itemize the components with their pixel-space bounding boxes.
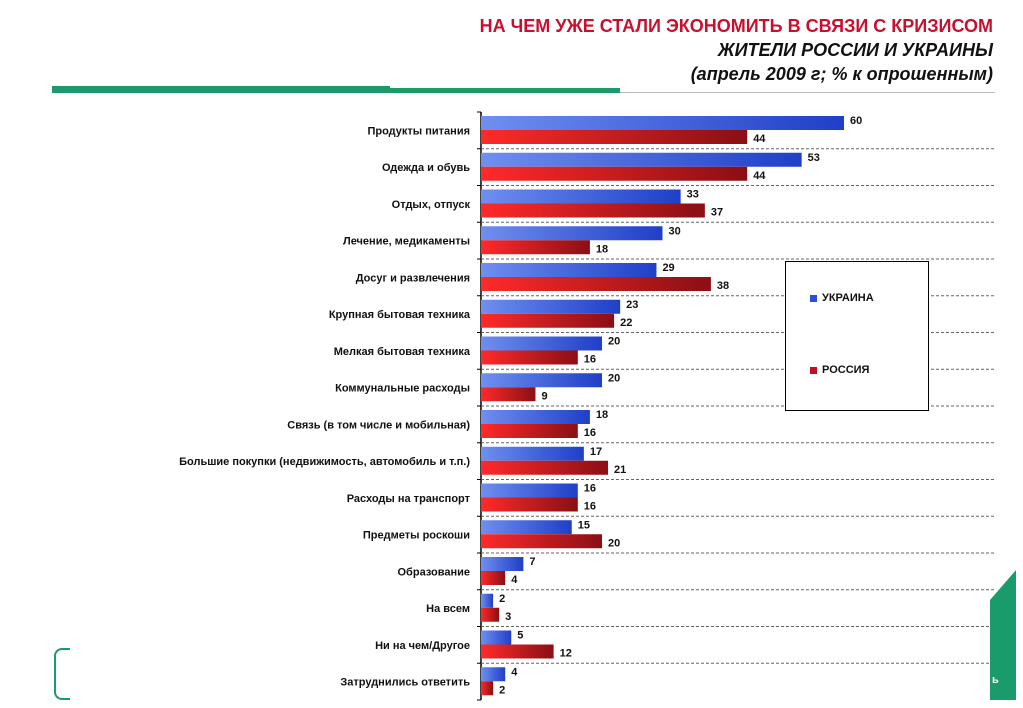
category-label: Отдых, отпуск xyxy=(392,199,471,211)
header-accent-line-thin xyxy=(390,88,620,93)
bar-russia xyxy=(481,534,602,549)
data-label-ukraine: 20 xyxy=(608,336,620,348)
bar-russia xyxy=(481,240,590,255)
data-label-russia: 12 xyxy=(560,648,572,660)
bar-ukraine xyxy=(481,336,602,351)
category-label: Большие покупки (недвижимость, автомобил… xyxy=(179,456,470,468)
bar-russia xyxy=(481,130,748,144)
bar-russia xyxy=(481,681,494,696)
data-label-ukraine: 53 xyxy=(808,152,820,164)
data-label-russia: 9 xyxy=(541,390,547,402)
chart-subtitle: ЖИТЕЛИ РОССИИ И УКРАИНЫ xyxy=(717,40,993,60)
data-label-russia: 4 xyxy=(511,574,518,586)
category-label: Ни на чем/Другое xyxy=(375,640,470,652)
category-label: Образование xyxy=(398,566,471,578)
bar-ukraine xyxy=(481,226,663,241)
category-label: Затруднились ответить xyxy=(340,677,470,689)
chart-legend: УКРАИНА РОССИЯ xyxy=(785,261,929,411)
bar-russia xyxy=(481,277,711,291)
bar-ukraine xyxy=(481,667,506,682)
data-label-russia: 16 xyxy=(584,501,596,513)
bar-ukraine xyxy=(481,263,657,277)
category-label: Крупная бытовая техника xyxy=(329,309,471,321)
data-label-russia: 16 xyxy=(584,427,596,439)
corner-letter: ь xyxy=(992,674,999,686)
category-label: Мелкая бытовая техника xyxy=(334,346,471,358)
category-label: Предметы роскоши xyxy=(363,530,470,542)
bar-ukraine xyxy=(481,299,621,314)
data-label-ukraine: 30 xyxy=(669,225,681,237)
bar-russia xyxy=(481,607,500,622)
data-label-ukraine: 16 xyxy=(584,483,596,495)
data-label-ukraine: 60 xyxy=(850,115,862,127)
bar-ukraine xyxy=(481,189,681,204)
legend-item-ukraine: УКРАИНА xyxy=(810,292,874,304)
bar-russia xyxy=(481,350,578,365)
data-label-ukraine: 18 xyxy=(596,409,608,421)
data-label-russia: 44 xyxy=(753,133,766,145)
bar-ukraine xyxy=(481,557,524,571)
bar-ukraine xyxy=(481,446,584,461)
bar-ukraine xyxy=(481,483,578,498)
chart-period-note: (апрель 2009 г; % к опрошенным) xyxy=(690,64,993,84)
bar-ukraine xyxy=(481,373,602,388)
bar-russia xyxy=(481,387,536,402)
data-label-ukraine: 23 xyxy=(626,299,638,311)
legend-label-ukraine: УКРАИНА xyxy=(822,292,874,304)
bar-russia xyxy=(481,313,615,328)
data-label-ukraine: 4 xyxy=(511,666,518,678)
data-label-ukraine: 7 xyxy=(529,556,535,568)
data-label-ukraine: 17 xyxy=(590,446,602,458)
data-label-russia: 2 xyxy=(499,684,505,696)
data-label-russia: 16 xyxy=(584,354,596,366)
bar-ukraine xyxy=(481,152,802,167)
category-label: Досуг и развлечения xyxy=(356,272,470,284)
legend-item-russia: РОССИЯ xyxy=(810,364,870,376)
legend-label-russia: РОССИЯ xyxy=(822,364,870,376)
category-label: Продукты питания xyxy=(367,125,470,137)
data-label-russia: 44 xyxy=(753,170,766,182)
bars xyxy=(481,116,844,696)
category-label: Связь (в том числе и мобильная) xyxy=(287,419,470,431)
chart-title: НА ЧЕМ УЖЕ СТАЛИ ЭКОНОМИТЬ В СВЯЗИ С КРИ… xyxy=(479,16,993,36)
bar-ukraine xyxy=(481,116,844,130)
data-label-russia: 18 xyxy=(596,243,608,255)
header-accent-line xyxy=(52,86,390,93)
data-label-ukraine: 33 xyxy=(687,189,699,201)
legend-swatch-ukraine xyxy=(810,295,817,302)
bar-ukraine xyxy=(481,410,590,424)
bar-ukraine xyxy=(481,520,572,535)
bar-russia xyxy=(481,203,705,218)
category-label: Лечение, медикаменты xyxy=(343,236,470,248)
legend-swatch-russia xyxy=(810,367,817,374)
data-label-russia: 3 xyxy=(505,611,511,623)
data-label-russia: 37 xyxy=(711,207,723,219)
data-label-ukraine: 20 xyxy=(608,372,620,384)
bar-russia xyxy=(481,424,578,438)
data-label-russia: 20 xyxy=(608,537,620,549)
data-label-ukraine: 15 xyxy=(578,519,590,531)
data-label-ukraine: 5 xyxy=(517,630,523,642)
bar-ukraine xyxy=(481,593,494,608)
bar-russia xyxy=(481,497,578,512)
bar-russia xyxy=(481,644,554,659)
header-divider xyxy=(620,92,995,93)
data-label-russia: 22 xyxy=(620,317,632,329)
category-label: На всем xyxy=(426,603,470,615)
data-label-russia: 21 xyxy=(614,464,626,476)
data-label-russia: 38 xyxy=(717,280,729,292)
data-label-ukraine: 29 xyxy=(662,262,674,274)
logo-fragment xyxy=(54,648,70,700)
bar-russia xyxy=(481,460,609,475)
category-label: Одежда и обувь xyxy=(382,162,470,174)
category-label: Коммунальные расходы xyxy=(335,383,470,395)
gridlines xyxy=(477,111,995,701)
bar-russia xyxy=(481,571,506,585)
category-label: Расходы на транспорт xyxy=(347,493,471,505)
data-label-ukraine: 2 xyxy=(499,593,505,605)
bar-russia xyxy=(481,166,748,181)
bar-ukraine xyxy=(481,630,512,645)
